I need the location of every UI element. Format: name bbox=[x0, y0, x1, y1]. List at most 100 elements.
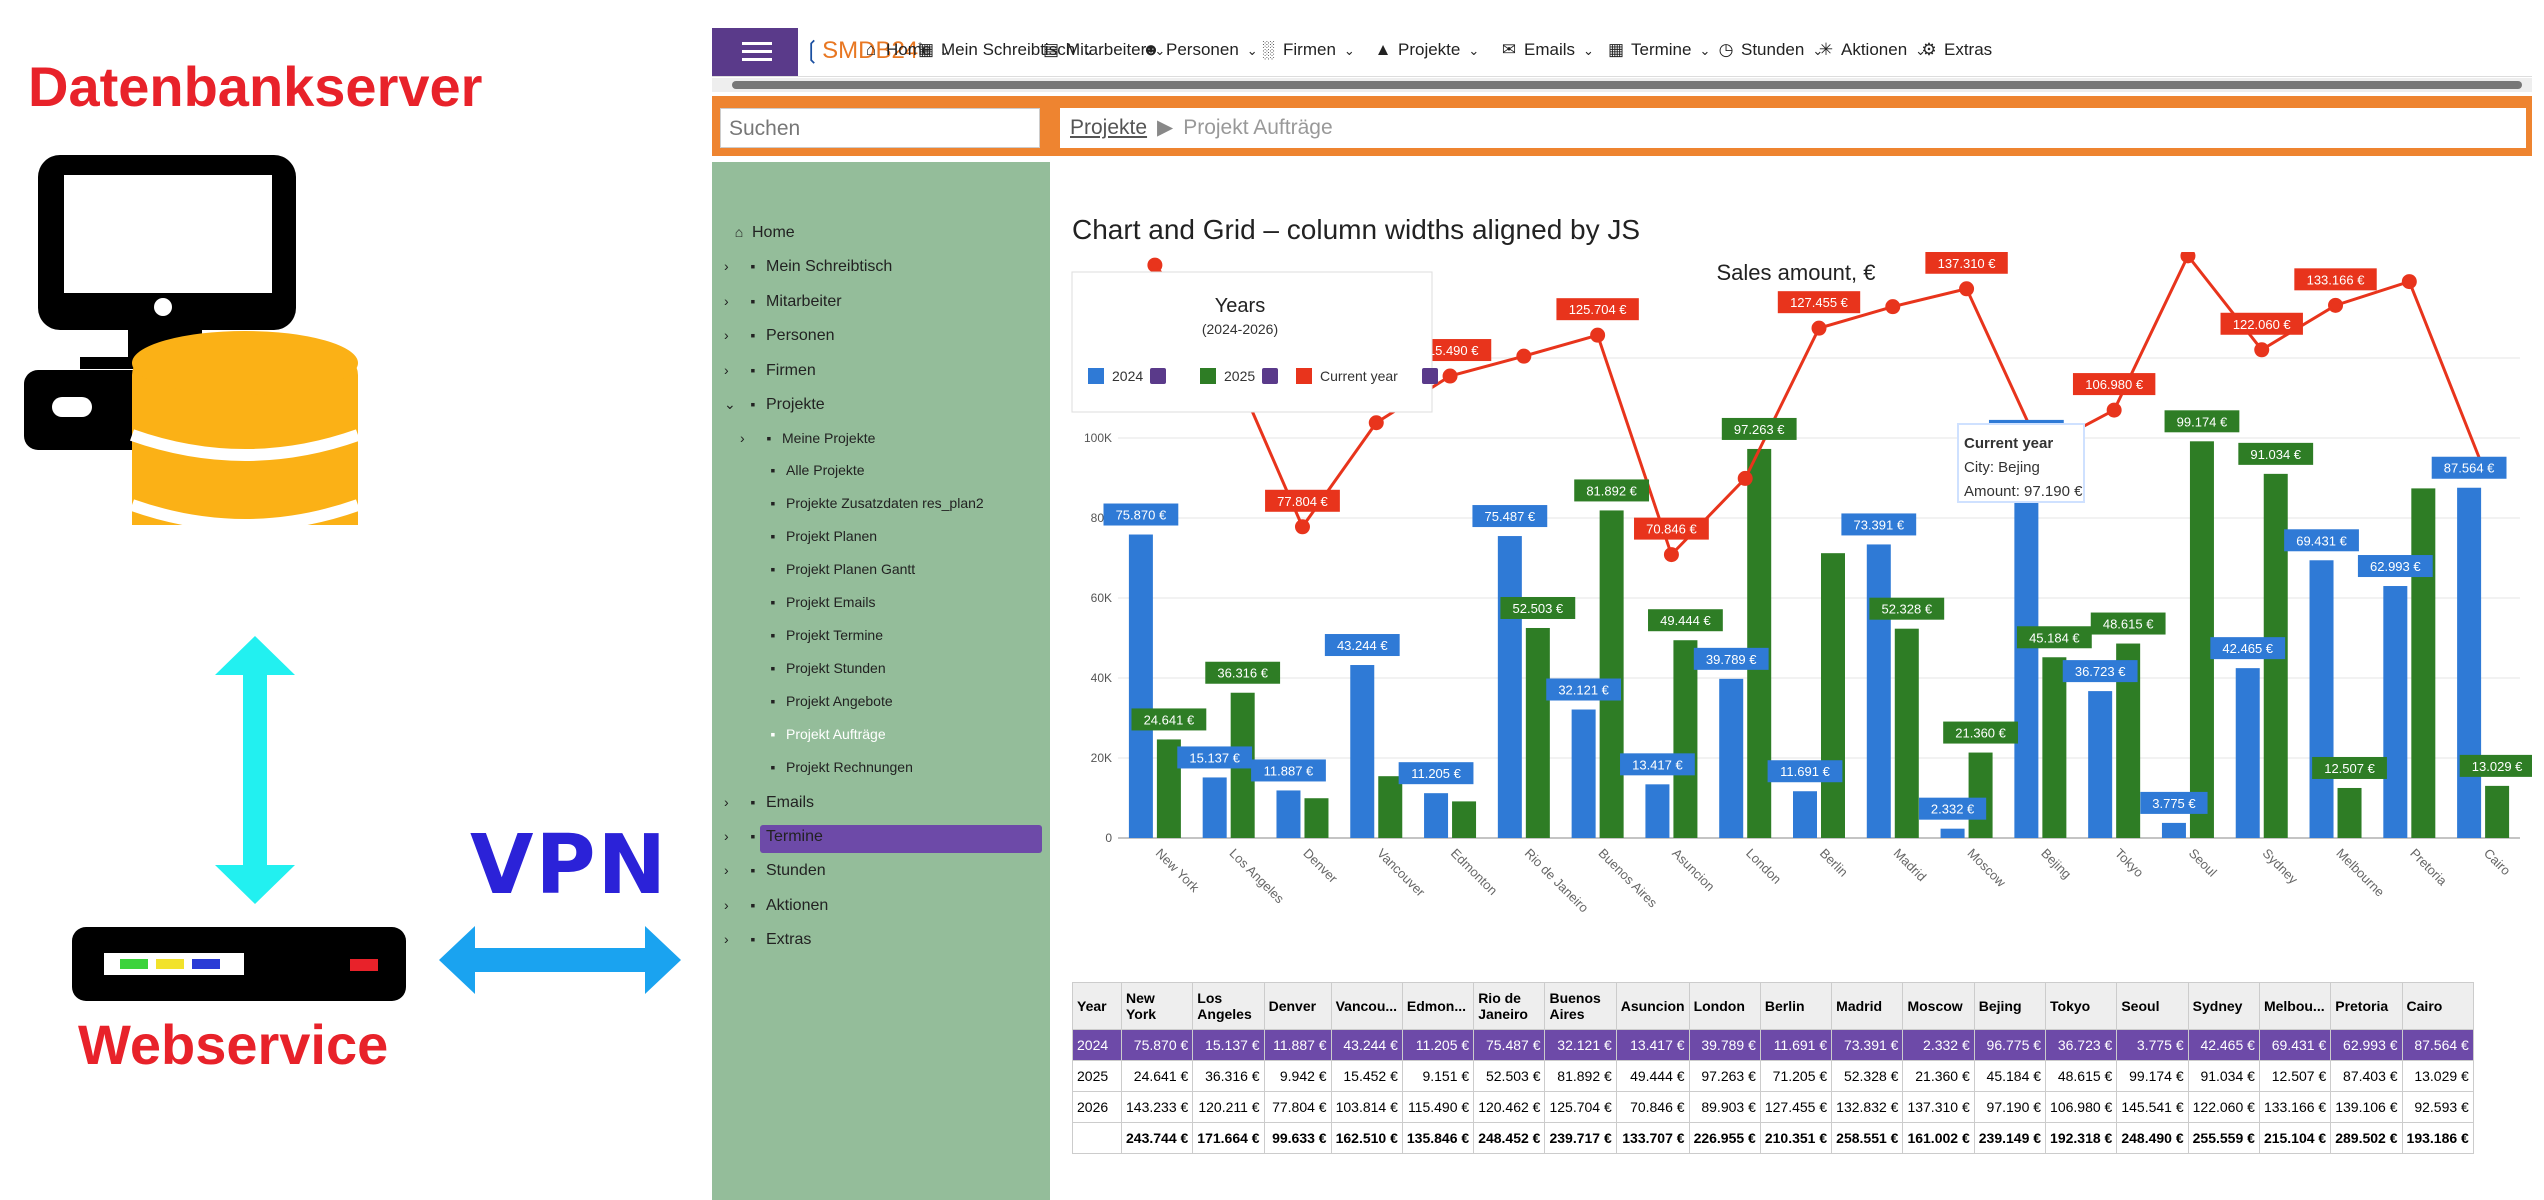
sidebar-item-projekt-auftr-ge[interactable]: ▪ Projekt Aufträge bbox=[764, 726, 886, 742]
nav-label: Firmen bbox=[1283, 40, 1336, 59]
chevron-right-icon[interactable]: › bbox=[724, 862, 729, 878]
grid-cell: 73.391 € bbox=[1831, 1029, 1904, 1061]
grid-cell: 70.846 € bbox=[1615, 1091, 1690, 1123]
search-input[interactable]: Suchen bbox=[720, 108, 1040, 148]
sidebar-item-meine-projekte[interactable]: › ▪ Meine Projekte bbox=[740, 430, 875, 446]
sidebar-item-projekt-termine[interactable]: ▪ Projekt Termine bbox=[764, 627, 884, 643]
bar-2024 bbox=[1793, 791, 1817, 838]
nav-projekte[interactable]: ▲ Projekte ⌄ bbox=[1374, 40, 1480, 60]
grid-header-cell[interactable]: New York bbox=[1120, 982, 1194, 1030]
bar-2025 bbox=[1673, 640, 1698, 838]
grid-header-cell[interactable]: Melbou... bbox=[2258, 982, 2332, 1030]
bar-2025 bbox=[1894, 628, 1919, 838]
grid-header-cell[interactable]: Vancou... bbox=[1330, 982, 1403, 1030]
app-logo[interactable]: ❲SMDB24* bbox=[802, 37, 923, 64]
nav-label: Aktionen bbox=[1841, 40, 1908, 59]
grid-cell: 137.310 € bbox=[1902, 1091, 1975, 1123]
grid-header-cell[interactable]: Year bbox=[1072, 982, 1122, 1030]
tooltip-text: Amount: 97.190 € bbox=[1964, 483, 2083, 500]
grid-row[interactable]: 2026 143.233 €120.211 €77.804 €103.814 €1… bbox=[1072, 1091, 2474, 1123]
grid-header-cell[interactable]: Denver bbox=[1263, 982, 1332, 1030]
sidebar-item-mitarbeiter[interactable]: › ▪ Mitarbeiter bbox=[724, 293, 842, 311]
chevron-right-icon[interactable]: › bbox=[740, 430, 745, 446]
bar-2024 bbox=[1424, 793, 1449, 838]
sidebar-item-projekt-angebote[interactable]: ▪ Projekt Angebote bbox=[764, 693, 893, 709]
nav-extras[interactable]: ⚙ Extras bbox=[1920, 40, 1992, 60]
sidebar-item-projekt-stunden[interactable]: ▪ Projekt Stunden bbox=[764, 660, 886, 676]
chevron-right-icon[interactable]: › bbox=[724, 362, 729, 378]
grid-header-cell[interactable]: Madrid bbox=[1831, 982, 1904, 1030]
legend-checkbox[interactable] bbox=[1150, 368, 1166, 384]
grid-header-cell[interactable]: Sydney bbox=[2187, 982, 2260, 1030]
horizontal-scrollbar[interactable] bbox=[712, 78, 2532, 92]
data-label-2024: 32.121 € bbox=[1558, 683, 1609, 698]
nav-mitarbeiter[interactable]: ▤ Mitarbeiter ⌄ bbox=[1042, 40, 1165, 60]
grid-row[interactable]: 2024 75.870 €15.137 €11.887 €43.244 €11.2… bbox=[1072, 1029, 2474, 1061]
breadcrumb-link-projekte[interactable]: Projekte bbox=[1070, 116, 1148, 139]
grid-header-cell[interactable]: Buenos Aires bbox=[1544, 982, 1617, 1030]
grid-header-cell[interactable]: London bbox=[1688, 982, 1761, 1030]
menu-item-icon: ▪ bbox=[770, 495, 776, 511]
chevron-right-icon[interactable]: › bbox=[724, 897, 729, 913]
sidebar-item-projekt-planen[interactable]: ▪ Projekt Planen bbox=[764, 528, 878, 544]
y-tick-label: 0 bbox=[1105, 831, 1112, 845]
grid-header-cell[interactable]: Pretoria bbox=[2330, 982, 2403, 1030]
nav-personen[interactable]: ☻ Personen ⌄ bbox=[1142, 40, 1258, 60]
sidebar-item-stunden[interactable]: › ▪ Stunden bbox=[724, 862, 826, 880]
menu-item-icon: ▪ bbox=[750, 293, 756, 309]
legend-checkbox[interactable] bbox=[1422, 368, 1438, 384]
grid-header-cell[interactable]: Berlin bbox=[1759, 982, 1833, 1030]
nav-aktionen[interactable]: ✳ Aktionen ⌄ bbox=[1817, 40, 1926, 60]
sidebar-item-projekt-rechnungen[interactable]: ▪ Projekt Rechnungen bbox=[764, 759, 913, 775]
sidebar-item-personen[interactable]: › ▪ Personen bbox=[724, 327, 835, 345]
grid-header-cell[interactable]: Cairo bbox=[2401, 982, 2474, 1030]
grid-header-cell[interactable]: Asuncion bbox=[1615, 982, 1690, 1030]
chevron-right-icon[interactable]: › bbox=[724, 258, 729, 274]
grid-row[interactable]: 2025 24.641 €36.316 €9.942 €15.452 €9.151… bbox=[1072, 1060, 2474, 1092]
nav-label: Projekte bbox=[1398, 40, 1461, 59]
sidebar-item-extras[interactable]: › ▪ Extras bbox=[724, 931, 811, 949]
chevron-right-icon[interactable]: › bbox=[724, 931, 729, 947]
sales-chart: Sales amount, €020K40K60K80K100K120KNew … bbox=[1071, 252, 2532, 915]
bar-2024 bbox=[2383, 586, 2408, 838]
grid-header-cell[interactable]: Seoul bbox=[2116, 982, 2189, 1030]
grid-header-cell[interactable]: Bejing bbox=[1973, 982, 2047, 1030]
nav-firmen[interactable]: ░ Firmen ⌄ bbox=[1259, 40, 1355, 60]
sidebar-item-termine[interactable]: › ▪ Termine bbox=[724, 828, 823, 846]
menu-toggle-button[interactable] bbox=[712, 28, 798, 76]
chevron-right-icon[interactable]: › bbox=[724, 293, 729, 309]
grid-cell: 210.351 € bbox=[1759, 1122, 1833, 1154]
sidebar-item-mein-schreibtisch[interactable]: › ▪ Mein Schreibtisch bbox=[724, 258, 892, 276]
sidebar-item-firmen[interactable]: › ▪ Firmen bbox=[724, 362, 816, 380]
bar-2025 bbox=[2411, 488, 2436, 838]
sidebar-item-projekt-planen-gantt[interactable]: ▪ Projekt Planen Gantt bbox=[764, 561, 916, 577]
data-label-current-box bbox=[1556, 298, 1639, 321]
grid-header-cell[interactable]: Tokyo bbox=[2045, 982, 2118, 1030]
nav-emails[interactable]: ✉ Emails ⌄ bbox=[1500, 40, 1594, 60]
nav-mein-schreibtisch[interactable]: ▦ Mein Schreibtisch ⌄ bbox=[917, 40, 1094, 60]
grid-total-row[interactable]: 243.744 €171.664 €99.633 €162.510 €135.8… bbox=[1072, 1122, 2474, 1154]
sidebar-item-alle-projekte[interactable]: ▪ Alle Projekte bbox=[764, 462, 865, 478]
nav-stunden[interactable]: ◷ Stunden ⌄ bbox=[1717, 40, 1824, 60]
grid-header-cell[interactable]: Moscow bbox=[1902, 982, 1975, 1030]
sidebar-item-emails[interactable]: › ▪ Emails bbox=[724, 794, 814, 812]
legend-checkbox[interactable] bbox=[1262, 368, 1278, 384]
chevron-right-icon[interactable]: › bbox=[724, 794, 729, 810]
grid-header-cell[interactable]: Edmon... bbox=[1401, 982, 1475, 1030]
data-label-2024: 11.205 € bbox=[1411, 766, 1461, 781]
sidebar-item-projekte-zusatzdaten-res-plan2[interactable]: ▪ Projekte Zusatzdaten res_plan2 bbox=[764, 495, 984, 511]
sidebar-item-aktionen[interactable]: › ▪ Aktionen bbox=[724, 897, 828, 915]
chevron-down-icon[interactable]: ⌄ bbox=[724, 396, 736, 412]
grid-header-cell[interactable]: Rio de Janeiro bbox=[1473, 982, 1546, 1030]
grid-header-cell[interactable]: Los Angeles bbox=[1192, 982, 1265, 1030]
chevron-right-icon[interactable]: › bbox=[724, 327, 729, 343]
nav-termine[interactable]: ▦ Termine ⌄ bbox=[1607, 40, 1710, 60]
grid-cell: 15.452 € bbox=[1330, 1060, 1403, 1092]
nav-home[interactable]: ⌂ Home ⌄ bbox=[862, 40, 950, 60]
sidebar-item-projekt-emails[interactable]: ▪ Projekt Emails bbox=[764, 594, 876, 610]
data-label-2025-box bbox=[1943, 721, 2018, 744]
sidebar-item-label: Projekt Stunden bbox=[786, 660, 886, 676]
sidebar-item-home[interactable]: ⌂ Home bbox=[730, 224, 795, 242]
sidebar-item-projekte[interactable]: ⌄ ▪ Projekte bbox=[724, 396, 825, 414]
chevron-right-icon[interactable]: › bbox=[724, 828, 729, 844]
